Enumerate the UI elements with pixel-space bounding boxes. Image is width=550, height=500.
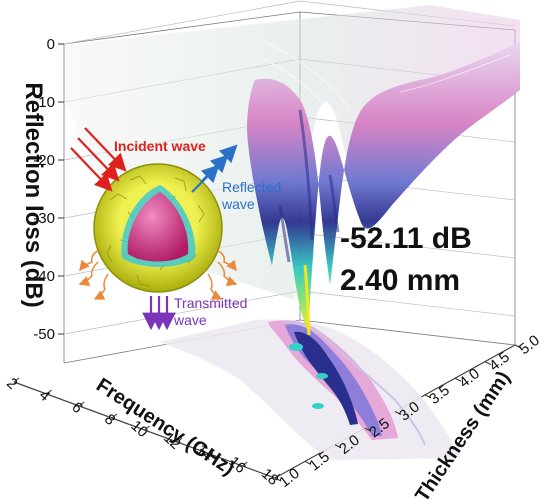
box-edge [63, 11, 301, 45]
x-tick [144, 425, 150, 431]
x-tick [242, 461, 248, 467]
reflected-wave-label-2: wave [221, 196, 255, 212]
absorber-schematic-inset: Incident wave Reflected wave Transmitted… [70, 127, 281, 331]
x-tick [78, 401, 85, 407]
y-tick [514, 344, 522, 349]
x-tick [274, 473, 281, 479]
floor-contour-projection [160, 319, 460, 460]
z-gridline [299, 290, 516, 317]
y-tick [334, 444, 342, 449]
z-axis-title: Reflection loss (dB) [20, 82, 47, 307]
z-tick-label: -40 [33, 268, 55, 285]
z-tick-label: -20 [33, 152, 55, 169]
y-tick-label: 3.5 [426, 382, 453, 408]
y-tick [424, 394, 432, 399]
y-tick [364, 427, 372, 432]
incident-wave-label: Incident wave [114, 138, 206, 154]
y-tick-label: 4.5 [486, 349, 513, 375]
y-tick [274, 477, 282, 482]
min-rl-thickness-label: 2.40 mm [340, 264, 460, 297]
y-tick [454, 377, 462, 382]
x-tick [176, 437, 183, 443]
x-tick [111, 413, 118, 419]
x-tick [209, 449, 216, 455]
z-gridline [63, 290, 301, 335]
box-edge [299, 319, 516, 346]
y-tick [484, 361, 492, 366]
transmitted-wave-label-2: wave [173, 312, 207, 328]
y-tick-label: 5.0 [516, 332, 543, 358]
y-tick-label: 4.0 [456, 365, 483, 391]
y-tick-label: 1.0 [276, 465, 303, 491]
z-tick-label: -30 [33, 210, 55, 227]
z-tick-label: 0 [47, 36, 55, 53]
z-gridline [63, 0, 301, 45]
x-tick [46, 389, 52, 395]
z-tick-label: -50 [33, 326, 55, 343]
y-tick [394, 411, 402, 415]
x-tick [13, 377, 20, 383]
min-rl-value-label: -52.11 dB [340, 222, 472, 255]
z-gridline [299, 232, 516, 259]
transmitted-wave-label-1: Transmitted [174, 295, 247, 311]
y-tick [304, 460, 312, 465]
reflected-wave-label-1: Reflected [222, 179, 281, 195]
x-axis-title: Frequency (GHz) [92, 374, 238, 480]
z-tick-label: -10 [33, 94, 55, 111]
